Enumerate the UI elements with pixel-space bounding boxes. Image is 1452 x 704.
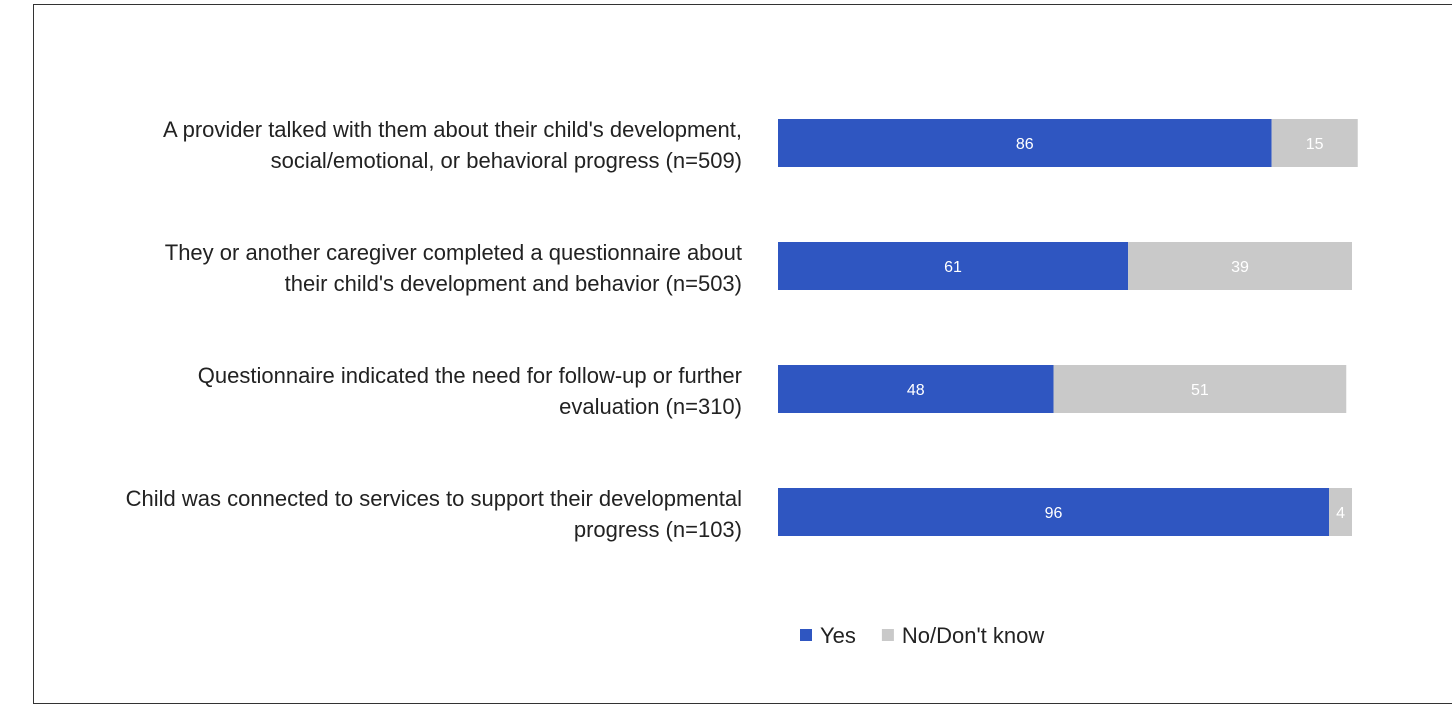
legend-label: No/Don't know xyxy=(902,623,1044,648)
legend-label: Yes xyxy=(820,623,856,648)
legend-swatch xyxy=(881,629,894,641)
category-label: Child was connected to services to suppo… xyxy=(125,486,742,542)
page: 86 15 61 39 48 51 96 4 Yes No/Don't know A provid… xyxy=(33,4,1452,704)
legend-swatch xyxy=(800,629,812,641)
category-label: Questionnaire indicated the need for fol… xyxy=(197,363,742,419)
bar-value-label: 61 xyxy=(944,259,962,276)
category-label: A provider talked with them about their … xyxy=(163,117,742,173)
bar-segment xyxy=(778,365,1054,413)
bar-segment xyxy=(778,119,1272,167)
bar-segment xyxy=(778,488,1330,536)
bar-value-label: 86 xyxy=(1016,136,1034,153)
bar-segment xyxy=(778,242,1129,290)
bar-value-label: 48 xyxy=(907,382,925,399)
bar-segment xyxy=(1053,365,1347,413)
bar-value-label: 51 xyxy=(1191,382,1209,399)
bar-value-label: 15 xyxy=(1306,136,1324,153)
bar-value-label: 39 xyxy=(1231,259,1249,276)
bar-value-label: 4 xyxy=(1336,505,1345,522)
bar-value-label: 96 xyxy=(1045,505,1063,522)
chart: 86 15 61 39 48 51 96 4 Yes No/Don't know xyxy=(778,119,1358,648)
bar-segment xyxy=(1329,488,1352,536)
bar-segment xyxy=(1271,119,1358,167)
bar-segment xyxy=(1128,242,1352,290)
category-label: They or another caregiver completed a qu… xyxy=(164,240,742,296)
